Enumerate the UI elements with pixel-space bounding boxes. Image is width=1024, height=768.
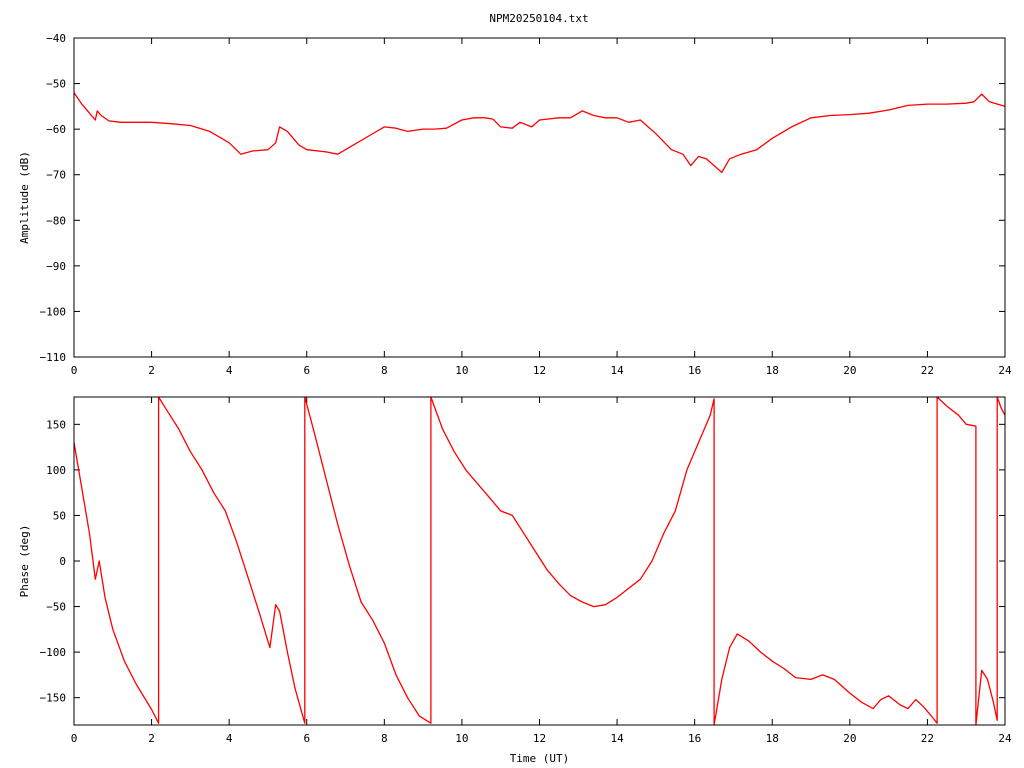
amplitude-tick-labels: 0 2 4 6 8 10 12 14 16 18 20 22 24−40−50−60−70−80−90−… xyxy=(40,32,1012,377)
amplitude-plot-frame xyxy=(73,37,1006,358)
amplitude-y-tick-label: −100 xyxy=(40,305,67,318)
amplitude-y-tick-label: −70 xyxy=(46,169,66,182)
phase-y-tick-label: −150 xyxy=(40,692,67,705)
phase-tick-labels: 0 2 4 6 8 10 12 14 16 18 20 22 24150100500−50−100−15… xyxy=(40,418,1012,745)
amplitude-x-tick-label: 8 xyxy=(381,364,388,377)
phase-y-axis-label: Phase (deg) xyxy=(18,525,31,598)
amplitude-y-tick-label: −90 xyxy=(46,260,66,273)
phase-y-tick-label: −50 xyxy=(46,601,66,614)
amplitude-x-tick-label: 22 xyxy=(921,364,934,377)
phase-x-tick-label: 20 xyxy=(843,732,856,745)
amplitude-y-tick-label: −50 xyxy=(46,78,66,91)
phase-y-tick-label: 150 xyxy=(46,418,66,431)
amplitude-y-tick-label: −40 xyxy=(46,32,66,45)
phase-x-tick-label: 12 xyxy=(533,732,546,745)
phase-x-tick-label: 10 xyxy=(455,732,468,745)
amplitude-x-tick-label: 20 xyxy=(843,364,856,377)
amplitude-x-tick-label: 6 xyxy=(303,364,310,377)
phase-series-line xyxy=(73,396,1006,726)
phase-x-tick-label: 0 xyxy=(71,732,78,745)
amplitude-x-tick-label: 18 xyxy=(766,364,779,377)
amplitude-x-tick-label: 16 xyxy=(688,364,701,377)
phase-y-tick-label: 0 xyxy=(59,555,66,568)
amplitude-x-tick-label: 0 xyxy=(71,364,78,377)
time-x-axis-label: Time (UT) xyxy=(510,752,570,765)
phase-x-tick-label: 4 xyxy=(226,732,233,745)
amplitude-x-tick-label: 14 xyxy=(610,364,624,377)
phase-x-tick-label: 2 xyxy=(148,732,155,745)
phase-y-tick-label: 50 xyxy=(53,509,66,522)
amplitude-x-tick-label: 4 xyxy=(226,364,233,377)
amplitude-series-line xyxy=(73,92,1006,174)
amplitude-axis-ticks xyxy=(73,37,1006,358)
phase-x-tick-label: 8 xyxy=(381,732,388,745)
phase-x-tick-label: 18 xyxy=(766,732,779,745)
amplitude-panel: Amplitude (dB) 0 2 4 6 8 10 12 14 16 18 20 22 24−40−… xyxy=(18,32,1012,377)
phase-y-tick-label: 100 xyxy=(46,464,66,477)
amplitude-x-tick-label: 24 xyxy=(998,364,1012,377)
phase-axis-ticks xyxy=(73,397,1006,725)
phase-y-tick-label: −100 xyxy=(40,646,67,659)
phase-x-tick-label: 14 xyxy=(610,732,624,745)
amplitude-y-tick-label: −60 xyxy=(46,123,66,136)
amplitude-y-axis-label: Amplitude (dB) xyxy=(18,151,31,244)
phase-x-tick-label: 22 xyxy=(921,732,934,745)
phase-x-tick-label: 16 xyxy=(688,732,701,745)
chart-title: NPM20250104.txt xyxy=(489,12,588,25)
phase-x-tick-label: 6 xyxy=(303,732,310,745)
phase-plot-frame xyxy=(73,396,1006,726)
phase-panel: Phase (deg) Time (UT) 0 2 4 6 8 10 12 14 16 18 20 2… xyxy=(18,396,1012,765)
amplitude-x-tick-label: 10 xyxy=(455,364,468,377)
phase-x-tick-label: 24 xyxy=(998,732,1012,745)
amplitude-x-tick-label: 12 xyxy=(533,364,546,377)
amplitude-y-tick-label: −80 xyxy=(46,214,66,227)
amplitude-y-tick-label: −110 xyxy=(40,351,67,364)
amplitude-x-tick-label: 2 xyxy=(148,364,155,377)
